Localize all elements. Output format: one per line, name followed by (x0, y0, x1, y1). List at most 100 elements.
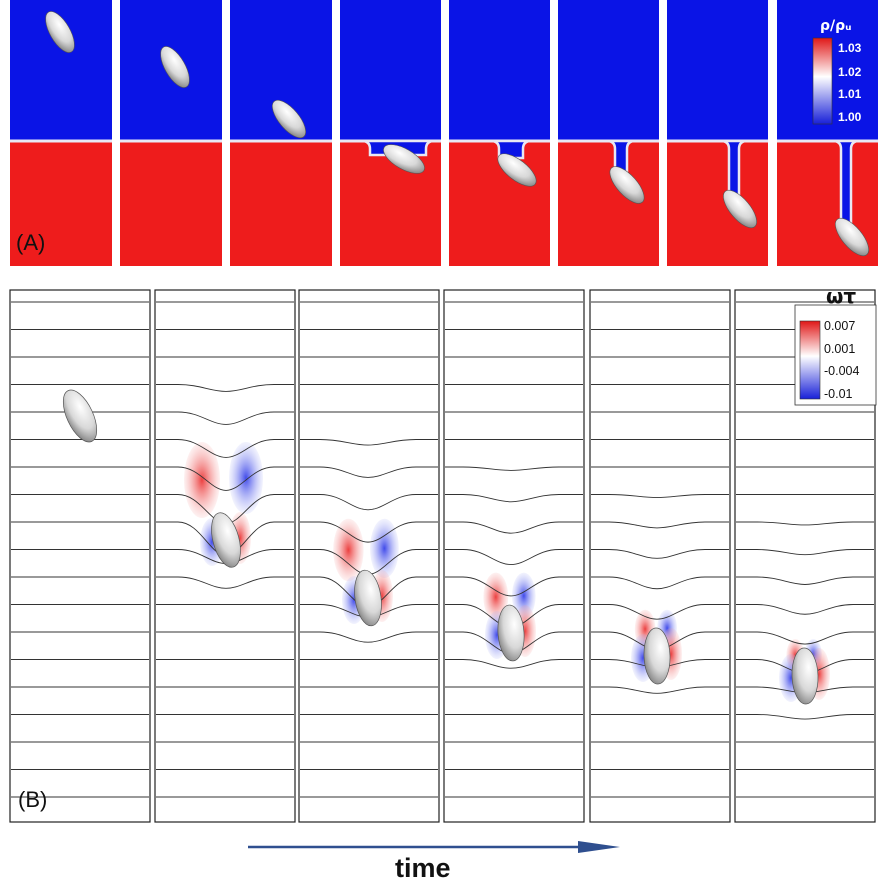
isopycnal-line (445, 521, 583, 534)
ellipsoid-particle (272, 99, 306, 139)
ellipsoid-particle (383, 144, 425, 174)
panel-b-legend-title: ωτ (826, 284, 856, 308)
isopycnal-line (156, 384, 294, 392)
density-frame (558, 0, 659, 266)
density-interface (10, 139, 112, 143)
vorticity-frame (9, 289, 151, 823)
density-frame (230, 0, 332, 266)
frame-border (589, 289, 731, 823)
ellipsoid-particle (211, 512, 241, 568)
isopycnal-line (736, 576, 874, 585)
vorticity-lobe (512, 572, 536, 619)
isopycnal-line (736, 714, 874, 720)
panel-b-legend-tick: -0.004 (824, 364, 859, 378)
isopycnal-line (736, 631, 874, 645)
lower-fluid-region (10, 141, 112, 266)
isopycnal-line (156, 576, 294, 589)
panel-b-legend-tick: -0.01 (824, 387, 853, 401)
isopycnal-line (300, 466, 438, 478)
isopycnal-line (300, 631, 438, 643)
density-frame (340, 0, 441, 266)
time-arrow: time (248, 841, 620, 883)
isopycnal-line (445, 466, 583, 471)
lower-fluid-region (558, 141, 659, 266)
isopycnal-line (445, 659, 583, 669)
ellipsoid-particle (723, 189, 757, 229)
isopycnal-line (591, 686, 729, 694)
lower-fluid-region (667, 141, 768, 266)
isopycnal-line (591, 576, 729, 590)
isopycnal-line (591, 494, 729, 498)
isopycnal-line (156, 411, 294, 425)
isopycnal-line (591, 604, 729, 620)
entrained-fluid-column (490, 139, 532, 160)
panel-a-legend-tick: 1.02 (838, 65, 862, 79)
panel-b-legend-tick: 0.001 (824, 342, 855, 356)
ellipsoid-particle (62, 389, 98, 443)
density-interface (777, 139, 878, 143)
density-frame (120, 0, 222, 266)
lower-fluid-region (120, 141, 222, 266)
panel-a-legend: ρ/ρᵤ 1.03 1.02 1.01 1.00 (812, 18, 862, 125)
density-interface (230, 139, 332, 143)
frame-border (9, 289, 151, 823)
panel-a-legend-colorbar (812, 37, 833, 125)
panel-a-legend-tick: 1.00 (838, 110, 862, 124)
panel-b-label: (B) (18, 787, 47, 812)
panel-b-legend-colorbar (799, 320, 821, 400)
ellipsoid-particle (609, 166, 645, 204)
vorticity-frame (154, 289, 296, 823)
isopycnal-line (300, 494, 438, 511)
isopycnal-line (445, 494, 583, 503)
vorticity-lobe (229, 442, 263, 514)
panel-b-vorticity-frames (9, 289, 876, 823)
vorticity-frame (298, 289, 440, 823)
vorticity-lobe (333, 518, 364, 582)
isopycnal-line (445, 549, 583, 565)
ellipsoid-particle (497, 604, 525, 662)
ellipsoid-particle (497, 153, 537, 187)
ellipsoid-particle (791, 647, 819, 705)
panel-a-label: (A) (16, 230, 45, 255)
density-interface (667, 139, 768, 143)
ellipsoid-particle (835, 217, 869, 257)
panel-b-legend-tick: 0.007 (824, 319, 855, 333)
ellipsoid-particle (354, 569, 382, 627)
isopycnal-line (736, 549, 874, 556)
panel-a-legend-title: ρ/ρᵤ (820, 18, 852, 34)
panel-a-legend-tick: 1.03 (838, 41, 862, 55)
vorticity-lobe (370, 518, 399, 579)
ellipsoid-particle (643, 627, 671, 685)
density-interface (120, 139, 222, 143)
density-frame (10, 0, 112, 266)
panel-a-legend-tick: 1.01 (838, 87, 862, 101)
isopycnal-line (736, 604, 874, 615)
frame-border (443, 289, 585, 823)
ellipsoid-particle (45, 11, 75, 53)
panel-b-legend: ωτ 0.007 0.001 -0.004 -0.01 (794, 284, 877, 406)
isopycnal-line (591, 521, 729, 529)
isopycnal-line (736, 521, 874, 526)
isopycnal-line (445, 576, 583, 597)
isopycnal-line (156, 466, 294, 491)
isopycnal-line (300, 521, 438, 543)
time-label: time (395, 853, 451, 883)
frame-border (298, 289, 440, 823)
vorticity-frame (589, 289, 731, 823)
upper-fluid-region (449, 0, 550, 141)
lower-fluid-region (230, 141, 332, 266)
isopycnal-line (591, 549, 729, 559)
vorticity-frame (443, 289, 585, 823)
time-arrow-head (578, 841, 620, 853)
isopycnal-line (156, 439, 294, 458)
upper-fluid-region (340, 0, 441, 141)
upper-fluid-region (558, 0, 659, 141)
panel-a-density-frames (10, 0, 878, 266)
ellipsoid-particle (160, 46, 190, 88)
isopycnal-line (300, 439, 438, 446)
density-frame (449, 0, 550, 266)
upper-fluid-region (667, 0, 768, 141)
vorticity-lobe (483, 572, 509, 622)
density-frame (667, 0, 768, 266)
